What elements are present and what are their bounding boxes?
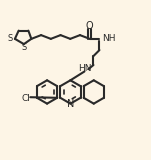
Text: S: S	[8, 34, 13, 43]
Text: O: O	[86, 21, 93, 31]
Text: Cl: Cl	[21, 94, 30, 103]
Text: S: S	[21, 43, 27, 52]
Text: N: N	[67, 99, 74, 109]
Text: HN: HN	[78, 64, 91, 73]
Text: NH: NH	[102, 34, 116, 43]
